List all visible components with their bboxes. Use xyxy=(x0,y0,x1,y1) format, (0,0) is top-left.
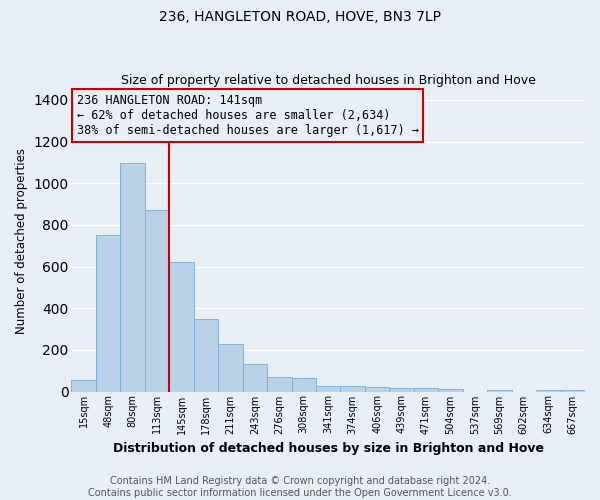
Bar xyxy=(71,380,96,392)
Title: Size of property relative to detached houses in Brighton and Hove: Size of property relative to detached ho… xyxy=(121,74,536,87)
Bar xyxy=(169,262,194,392)
X-axis label: Distribution of detached houses by size in Brighton and Hove: Distribution of detached houses by size … xyxy=(113,442,544,455)
Bar xyxy=(121,164,145,392)
Text: 236 HANGLETON ROAD: 141sqm
← 62% of detached houses are smaller (2,634)
38% of s: 236 HANGLETON ROAD: 141sqm ← 62% of deta… xyxy=(77,94,419,137)
Bar xyxy=(536,390,560,392)
Bar xyxy=(145,210,169,392)
Bar xyxy=(96,236,121,392)
Bar xyxy=(292,378,316,392)
Bar xyxy=(365,388,389,392)
Bar xyxy=(242,364,267,392)
Bar xyxy=(340,386,365,392)
Text: Contains HM Land Registry data © Crown copyright and database right 2024.
Contai: Contains HM Land Registry data © Crown c… xyxy=(88,476,512,498)
Bar xyxy=(316,386,340,392)
Bar xyxy=(218,344,242,392)
Bar xyxy=(389,388,414,392)
Text: 236, HANGLETON ROAD, HOVE, BN3 7LP: 236, HANGLETON ROAD, HOVE, BN3 7LP xyxy=(159,10,441,24)
Bar xyxy=(414,388,438,392)
Bar xyxy=(267,377,292,392)
Bar xyxy=(560,390,585,392)
Y-axis label: Number of detached properties: Number of detached properties xyxy=(15,148,28,334)
Bar xyxy=(487,390,512,392)
Bar xyxy=(438,390,463,392)
Bar xyxy=(194,318,218,392)
